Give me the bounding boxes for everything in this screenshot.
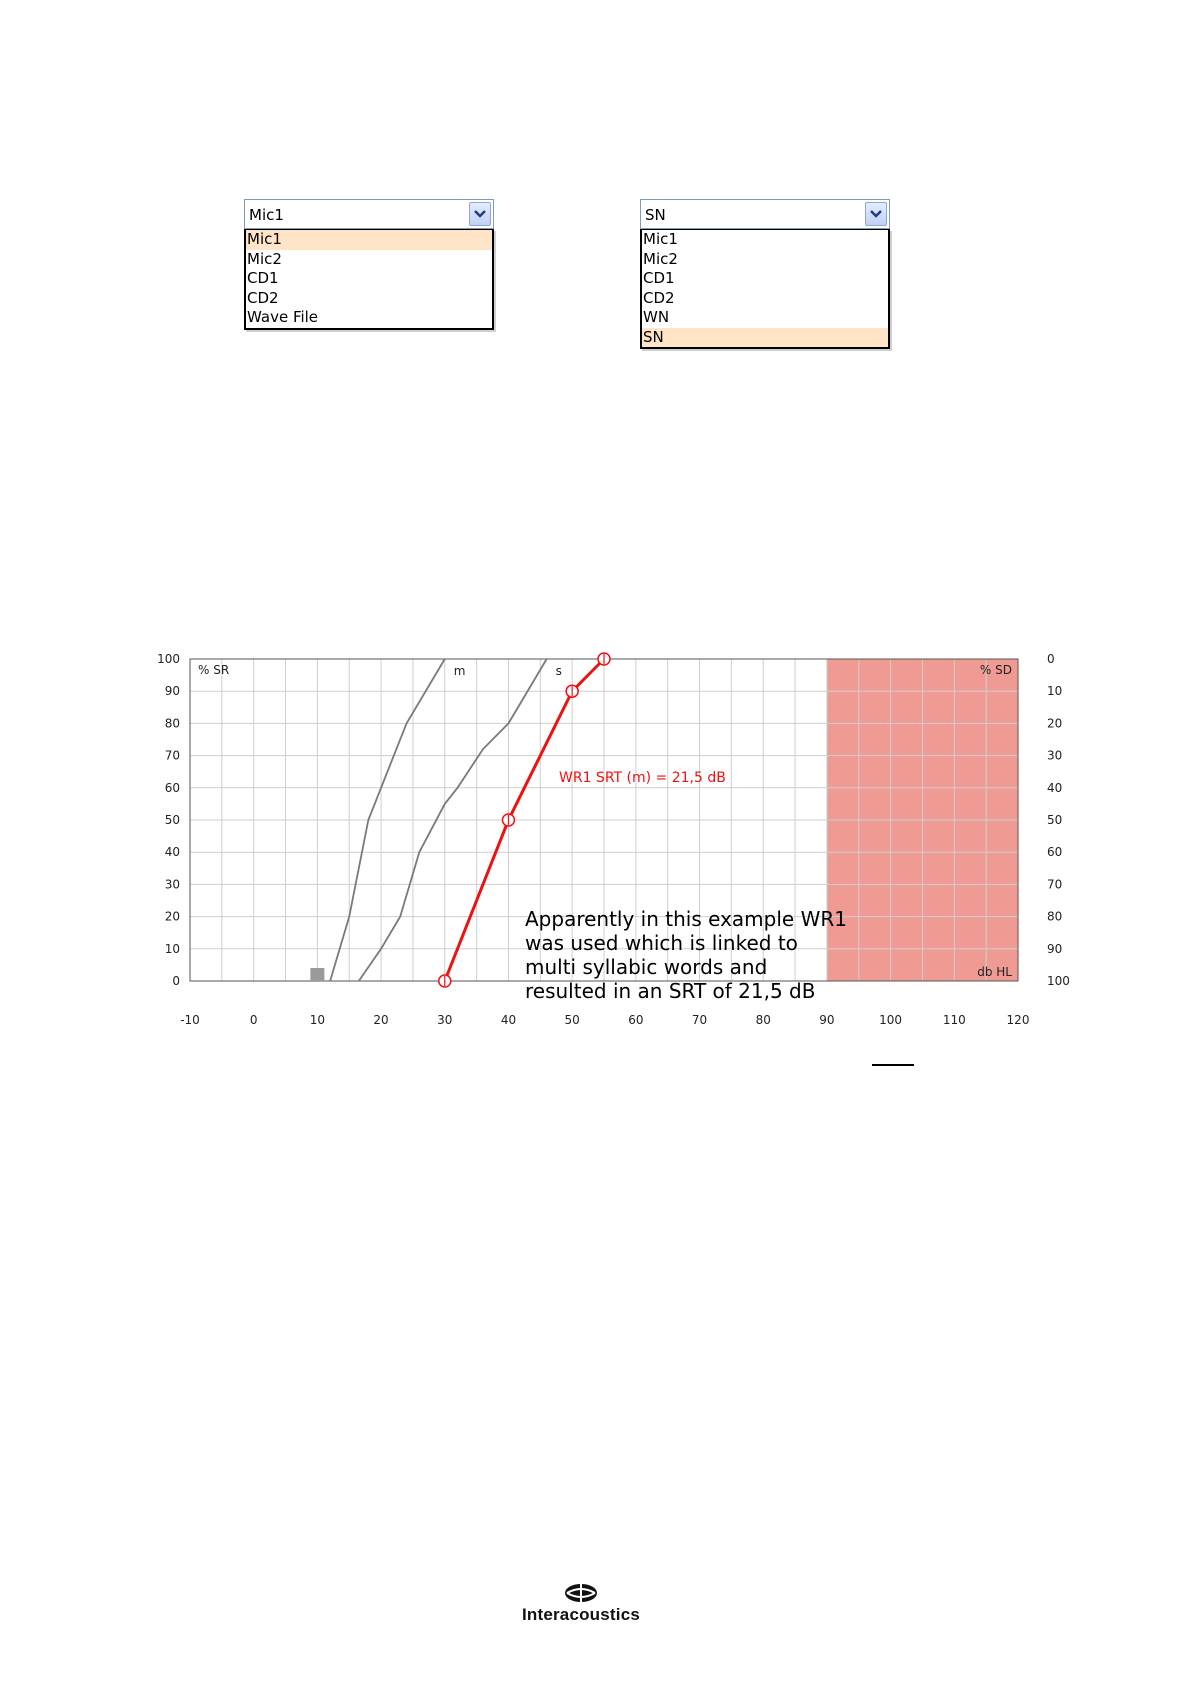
y-left-tick-label: 60 <box>165 781 180 795</box>
x-tick-label: 0 <box>250 1013 258 1027</box>
y-right-tick-label: 10 <box>1047 684 1062 698</box>
x-tick-label: 10 <box>310 1013 325 1027</box>
x-tick-label: 70 <box>692 1013 707 1027</box>
x-tick-label: 80 <box>756 1013 771 1027</box>
y-left-tick-label: 40 <box>165 845 180 859</box>
left-axis-label: % SR <box>198 663 229 677</box>
y-left-tick-label: 70 <box>165 749 180 763</box>
y-right-tick-label: 60 <box>1047 845 1062 859</box>
x-tick-label: 30 <box>437 1013 452 1027</box>
y-left-tick-label: 30 <box>165 877 180 891</box>
dropdown-option[interactable]: CD2 <box>643 288 675 307</box>
square-marker <box>310 968 325 981</box>
reference-curve-m <box>329 658 446 982</box>
chevron-down-icon[interactable] <box>865 202 887 226</box>
dropdown-option[interactable]: Mic2 <box>643 249 678 268</box>
logo-text: Interacoustics <box>521 1605 641 1624</box>
dropdown-option[interactable]: CD2 <box>247 288 279 307</box>
input-source-dropdown[interactable]: Mic1 Mic1 Mic2 CD1 CD2 Wave File <box>244 199 494 330</box>
noise-source-select[interactable]: SN <box>640 199 890 229</box>
y-right-tick-label: 70 <box>1047 877 1062 891</box>
series-label: WR1 SRT (m) = 21,5 dB <box>559 770 726 786</box>
y-right-tick-label: 30 <box>1047 749 1062 763</box>
dropdown-option[interactable]: Mic1 <box>643 230 678 248</box>
y-left-tick-label: 10 <box>165 942 180 956</box>
input-source-options: Mic1 Mic2 CD1 CD2 Wave File <box>244 229 494 330</box>
corner-unit-label: db HL <box>977 965 1012 979</box>
input-source-value: Mic1 <box>249 206 284 224</box>
dropdown-option[interactable]: SN <box>642 327 888 347</box>
reference-curve-s <box>358 658 548 982</box>
x-tick-label: 100 <box>879 1013 902 1027</box>
y-right-tick-label: 0 <box>1047 652 1055 666</box>
x-tick-label: 50 <box>565 1013 580 1027</box>
annotation-text: Apparently in this example WR1 was used w… <box>525 907 847 1003</box>
input-source-select[interactable]: Mic1 <box>244 199 494 229</box>
y-right-tick-label: 80 <box>1047 910 1062 924</box>
x-tick-label: -10 <box>180 1013 200 1027</box>
y-right-tick-label: 50 <box>1047 813 1062 827</box>
x-tick-label: 90 <box>819 1013 834 1027</box>
x-tick-label: 40 <box>501 1013 516 1027</box>
y-left-tick-label: 50 <box>165 813 180 827</box>
dropdown-option[interactable]: WN <box>643 308 670 326</box>
noise-source-dropdown[interactable]: SN Mic1 Mic2 CD1 CD2 WN SN <box>640 199 890 349</box>
chevron-down-icon[interactable] <box>469 202 491 226</box>
reference-curve-label: s <box>556 664 562 678</box>
dropdown-option[interactable]: Wave File <box>247 308 319 326</box>
dropdown-option[interactable]: CD1 <box>247 269 279 287</box>
series-line <box>443 657 606 982</box>
x-tick-label: 120 <box>1007 1013 1030 1027</box>
dropdown-option[interactable]: Mic2 <box>247 249 282 268</box>
dropdown-option[interactable]: CD1 <box>643 269 675 287</box>
y-right-tick-label: 100 <box>1047 974 1070 988</box>
right-axis-label: % SD <box>980 663 1012 677</box>
y-left-tick-label: 20 <box>165 910 180 924</box>
interacoustics-logo: Interacoustics <box>508 1583 654 1625</box>
noise-source-value: SN <box>645 206 666 224</box>
divider-line <box>872 1064 914 1066</box>
interacoustics-logo-icon <box>565 1584 597 1602</box>
x-tick-label: 60 <box>628 1013 643 1027</box>
reference-curve-label: m <box>454 664 466 678</box>
noise-source-options: Mic1 Mic2 CD1 CD2 WN SN <box>640 229 890 349</box>
y-right-tick-label: 40 <box>1047 781 1062 795</box>
dropdown-option[interactable]: Mic1 <box>246 230 492 250</box>
x-tick-label: 110 <box>943 1013 966 1027</box>
y-left-tick-label: 80 <box>165 716 180 730</box>
y-left-tick-label: 100 <box>157 652 180 666</box>
x-tick-label: 20 <box>373 1013 388 1027</box>
y-left-tick-label: 0 <box>172 974 180 988</box>
y-right-tick-label: 20 <box>1047 716 1062 730</box>
y-right-tick-label: 90 <box>1047 942 1062 956</box>
y-left-tick-label: 90 <box>165 684 180 698</box>
